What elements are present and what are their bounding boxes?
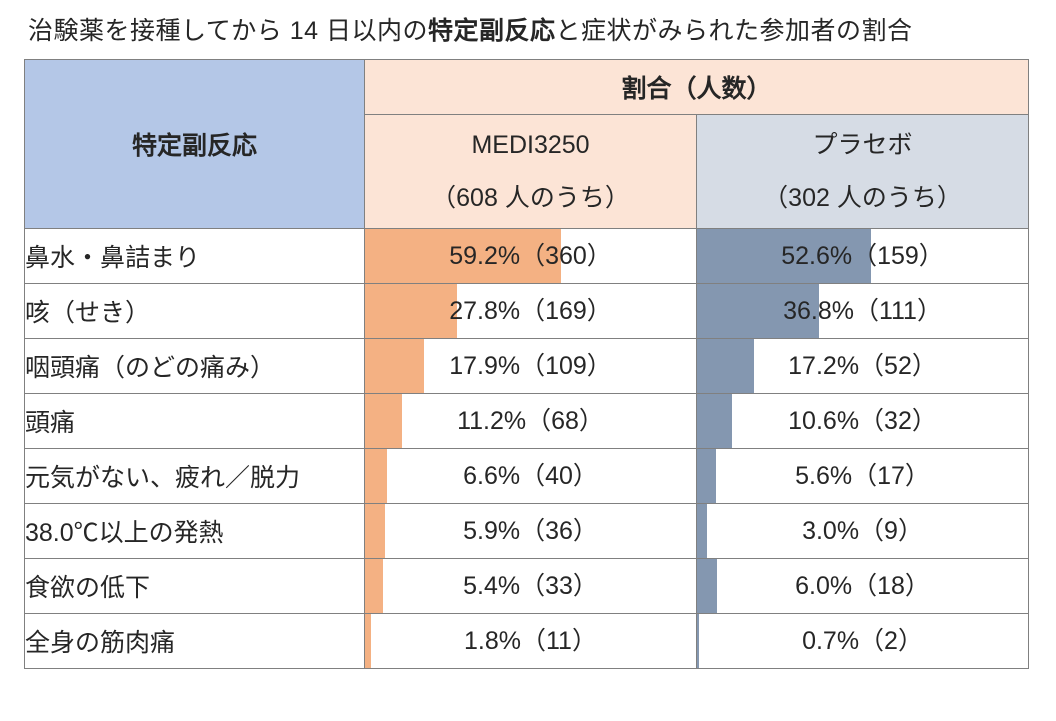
placebo-value-text: 10.6%（32） [697, 394, 1028, 448]
placebo-value-text: 0.7%（2） [697, 614, 1028, 668]
placebo-value-text: 17.2%（52） [697, 339, 1028, 393]
row-label: 全身の筋肉痛 [25, 614, 365, 669]
medi-value-text: 59.2%（360） [365, 229, 696, 283]
table-row: 咳（せき）27.8%（169）36.8%（111） [25, 284, 1029, 339]
medi-value-text: 5.4%（33） [365, 559, 696, 613]
placebo-value-cell: 52.6%（159） [697, 229, 1029, 284]
row-label: 頭痛 [25, 394, 365, 449]
placebo-value-text: 6.0%（18） [697, 559, 1028, 613]
placebo-value-cell: 0.7%（2） [697, 614, 1029, 669]
placebo-value-text: 52.6%（159） [697, 229, 1028, 283]
column-header-medi: MEDI3250 （608 人のうち） [365, 115, 697, 229]
placebo-value-cell: 10.6%（32） [697, 394, 1029, 449]
medi-value-text: 5.9%（36） [365, 504, 696, 558]
row-label: 鼻水・鼻詰まり [25, 229, 365, 284]
placebo-count: （302 人のうち） [763, 184, 962, 212]
placebo-value-cell: 5.6%（17） [697, 449, 1029, 504]
medi-value-cell: 17.9%（109） [365, 339, 697, 394]
medi-value-cell: 1.8%（11） [365, 614, 697, 669]
table-row: 鼻水・鼻詰まり59.2%（360）52.6%（159） [25, 229, 1029, 284]
medi-value-cell: 6.6%（40） [365, 449, 697, 504]
placebo-name: プラセボ [813, 131, 913, 159]
medi-value-cell: 11.2%（68） [365, 394, 697, 449]
medi-count: （608 人のうち） [431, 184, 630, 212]
medi-value-text: 1.8%（11） [365, 614, 696, 668]
placebo-value-text: 5.6%（17） [697, 449, 1028, 503]
title-post: と症状がみられた参加者の割合 [555, 17, 912, 45]
table-row: 全身の筋肉痛1.8%（11）0.7%（2） [25, 614, 1029, 669]
row-label: 38.0℃以上の発熱 [25, 504, 365, 559]
placebo-value-cell: 17.2%（52） [697, 339, 1029, 394]
medi-value-text: 17.9%（109） [365, 339, 696, 393]
row-label: 咽頭痛（のどの痛み） [25, 339, 365, 394]
table-row: 38.0℃以上の発熱5.9%（36）3.0%（9） [25, 504, 1029, 559]
table-row: 咽頭痛（のどの痛み）17.9%（109）17.2%（52） [25, 339, 1029, 394]
adverse-reactions-table: 特定副反応 割合（人数） MEDI3250 （608 人のうち） プラセボ （3… [24, 59, 1029, 669]
column-header-placebo: プラセボ （302 人のうち） [697, 115, 1029, 229]
page-title: 治験薬を接種してから 14 日以内の特定副反応と症状がみられた参加者の割合 [28, 14, 1032, 49]
placebo-value-text: 36.8%（111） [697, 284, 1028, 338]
table-row: 頭痛11.2%（68）10.6%（32） [25, 394, 1029, 449]
row-header: 特定副反応 [25, 60, 365, 229]
medi-value-text: 27.8%（169） [365, 284, 696, 338]
medi-value-cell: 27.8%（169） [365, 284, 697, 339]
table-row: 元気がない、疲れ／脱力6.6%（40）5.6%（17） [25, 449, 1029, 504]
medi-value-cell: 59.2%（360） [365, 229, 697, 284]
medi-value-cell: 5.4%（33） [365, 559, 697, 614]
placebo-value-cell: 6.0%（18） [697, 559, 1029, 614]
medi-value-cell: 5.9%（36） [365, 504, 697, 559]
medi-name: MEDI3250 [471, 131, 589, 159]
row-label: 食欲の低下 [25, 559, 365, 614]
placebo-value-cell: 36.8%（111） [697, 284, 1029, 339]
title-pre: 治験薬を接種してから 14 日以内の [28, 17, 428, 45]
row-label: 元気がない、疲れ／脱力 [25, 449, 365, 504]
title-bold: 特定副反応 [428, 17, 556, 45]
medi-value-text: 6.6%（40） [365, 449, 696, 503]
top-header: 割合（人数） [365, 60, 1029, 115]
placebo-value-cell: 3.0%（9） [697, 504, 1029, 559]
table-row: 食欲の低下5.4%（33）6.0%（18） [25, 559, 1029, 614]
placebo-value-text: 3.0%（9） [697, 504, 1028, 558]
row-label: 咳（せき） [25, 284, 365, 339]
medi-value-text: 11.2%（68） [365, 394, 696, 448]
